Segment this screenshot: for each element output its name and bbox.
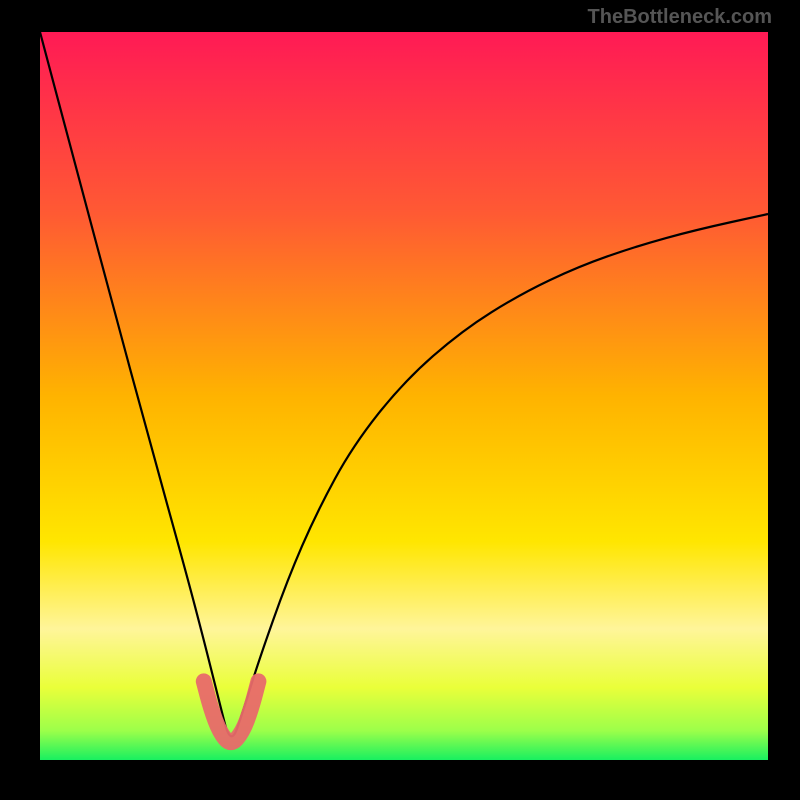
bottleneck-chart [0, 0, 800, 800]
chart-stage: TheBottleneck.com [0, 0, 800, 800]
plot-area [40, 32, 768, 760]
